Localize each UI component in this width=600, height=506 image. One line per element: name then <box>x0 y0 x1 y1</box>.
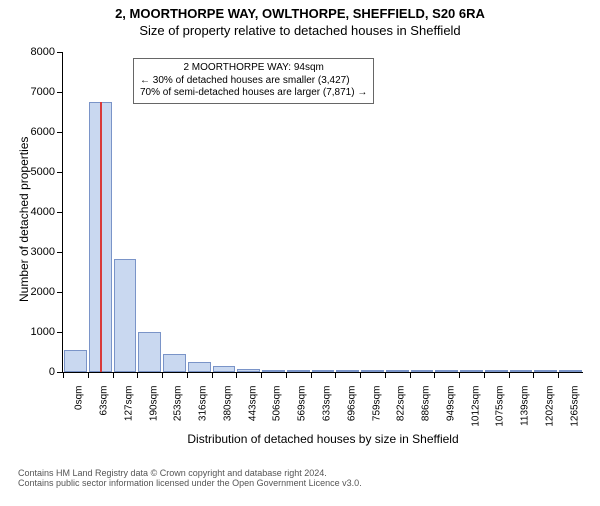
histogram-bar <box>114 259 137 372</box>
title-line2: Size of property relative to detached ho… <box>0 23 600 38</box>
x-tick <box>88 372 89 378</box>
x-tick-label: 253sqm <box>173 386 184 422</box>
x-tick <box>335 372 336 378</box>
percentile-marker <box>100 102 102 372</box>
x-tick-label: 127sqm <box>123 386 134 422</box>
x-tick-label: 0sqm <box>74 386 85 410</box>
annotation-box: 2 MOORTHORPE WAY: 94sqm ← 30% of detache… <box>133 58 374 104</box>
x-tick <box>311 372 312 378</box>
footer-line1: Contains HM Land Registry data © Crown c… <box>18 468 362 478</box>
x-tick <box>410 372 411 378</box>
annotation-line2: ← 30% of detached houses are smaller (3,… <box>140 75 367 88</box>
x-tick-label: 696sqm <box>346 386 357 422</box>
histogram-bar <box>435 370 458 372</box>
x-tick <box>459 372 460 378</box>
x-axis-label: Distribution of detached houses by size … <box>187 432 458 446</box>
histogram-chart: Number of detached properties 2 MOORTHOR… <box>62 52 583 373</box>
x-tick-label: 506sqm <box>272 386 283 422</box>
x-tick <box>63 372 64 378</box>
y-tick-label: 8000 <box>31 46 55 58</box>
x-tick-label: 633sqm <box>322 386 333 422</box>
histogram-bar <box>262 370 285 372</box>
histogram-bar <box>237 369 260 372</box>
x-tick-label: 569sqm <box>297 386 308 422</box>
x-tick <box>484 372 485 378</box>
y-tick <box>57 332 63 333</box>
x-tick-label: 63sqm <box>99 386 110 416</box>
x-tick <box>558 372 559 378</box>
x-tick-label: 1265sqm <box>569 386 580 427</box>
x-tick-label: 1202sqm <box>544 386 555 427</box>
x-tick-label: 1139sqm <box>520 386 531 426</box>
y-tick-label: 5000 <box>31 166 55 178</box>
footer: Contains HM Land Registry data © Crown c… <box>18 468 362 488</box>
x-tick-label: 443sqm <box>247 386 258 422</box>
histogram-bar <box>336 370 359 372</box>
y-tick-label: 0 <box>49 366 55 378</box>
y-tick <box>57 292 63 293</box>
y-tick-label: 4000 <box>31 206 55 218</box>
x-tick-label: 1075sqm <box>495 386 506 427</box>
y-tick <box>57 132 63 133</box>
histogram-bar <box>485 370 508 372</box>
x-tick <box>137 372 138 378</box>
x-tick <box>261 372 262 378</box>
histogram-bar <box>64 350 87 372</box>
x-tick <box>162 372 163 378</box>
x-tick-label: 316sqm <box>198 386 209 422</box>
y-tick <box>57 172 63 173</box>
histogram-bar <box>188 362 211 372</box>
histogram-bar <box>312 370 335 372</box>
x-tick <box>187 372 188 378</box>
histogram-bar <box>386 370 409 372</box>
x-tick <box>113 372 114 378</box>
histogram-bar <box>213 366 236 372</box>
histogram-bar <box>460 370 483 372</box>
y-axis-label: Number of detached properties <box>17 137 31 302</box>
x-tick-label: 380sqm <box>222 386 233 422</box>
x-tick <box>509 372 510 378</box>
x-tick <box>385 372 386 378</box>
x-tick <box>212 372 213 378</box>
x-tick-label: 759sqm <box>371 386 382 422</box>
x-tick-label: 949sqm <box>445 386 456 422</box>
histogram-bar <box>534 370 557 372</box>
x-tick-label: 886sqm <box>421 386 432 422</box>
x-tick <box>286 372 287 378</box>
annotation-line3: 70% of semi-detached houses are larger (… <box>140 87 367 100</box>
histogram-bar <box>559 370 582 372</box>
annotation-line1: 2 MOORTHORPE WAY: 94sqm <box>140 62 367 75</box>
histogram-bar <box>510 370 533 372</box>
x-tick <box>533 372 534 378</box>
y-tick-label: 7000 <box>31 86 55 98</box>
x-tick-label: 190sqm <box>148 386 159 422</box>
y-tick-label: 1000 <box>31 326 55 338</box>
histogram-bar <box>361 370 384 372</box>
x-tick-label: 1012sqm <box>470 386 481 427</box>
y-tick <box>57 252 63 253</box>
x-tick <box>434 372 435 378</box>
footer-line2: Contains public sector information licen… <box>18 478 362 488</box>
y-tick-label: 2000 <box>31 286 55 298</box>
x-tick <box>360 372 361 378</box>
histogram-bar <box>163 354 186 372</box>
x-tick-label: 822sqm <box>396 386 407 422</box>
y-tick <box>57 92 63 93</box>
y-tick <box>57 212 63 213</box>
histogram-bar <box>138 332 161 372</box>
histogram-bar <box>411 370 434 372</box>
y-tick-label: 6000 <box>31 126 55 138</box>
y-tick-label: 3000 <box>31 246 55 258</box>
y-tick <box>57 52 63 53</box>
x-tick <box>236 372 237 378</box>
histogram-bar <box>287 370 310 372</box>
title-line1: 2, MOORTHORPE WAY, OWLTHORPE, SHEFFIELD,… <box>0 6 600 21</box>
